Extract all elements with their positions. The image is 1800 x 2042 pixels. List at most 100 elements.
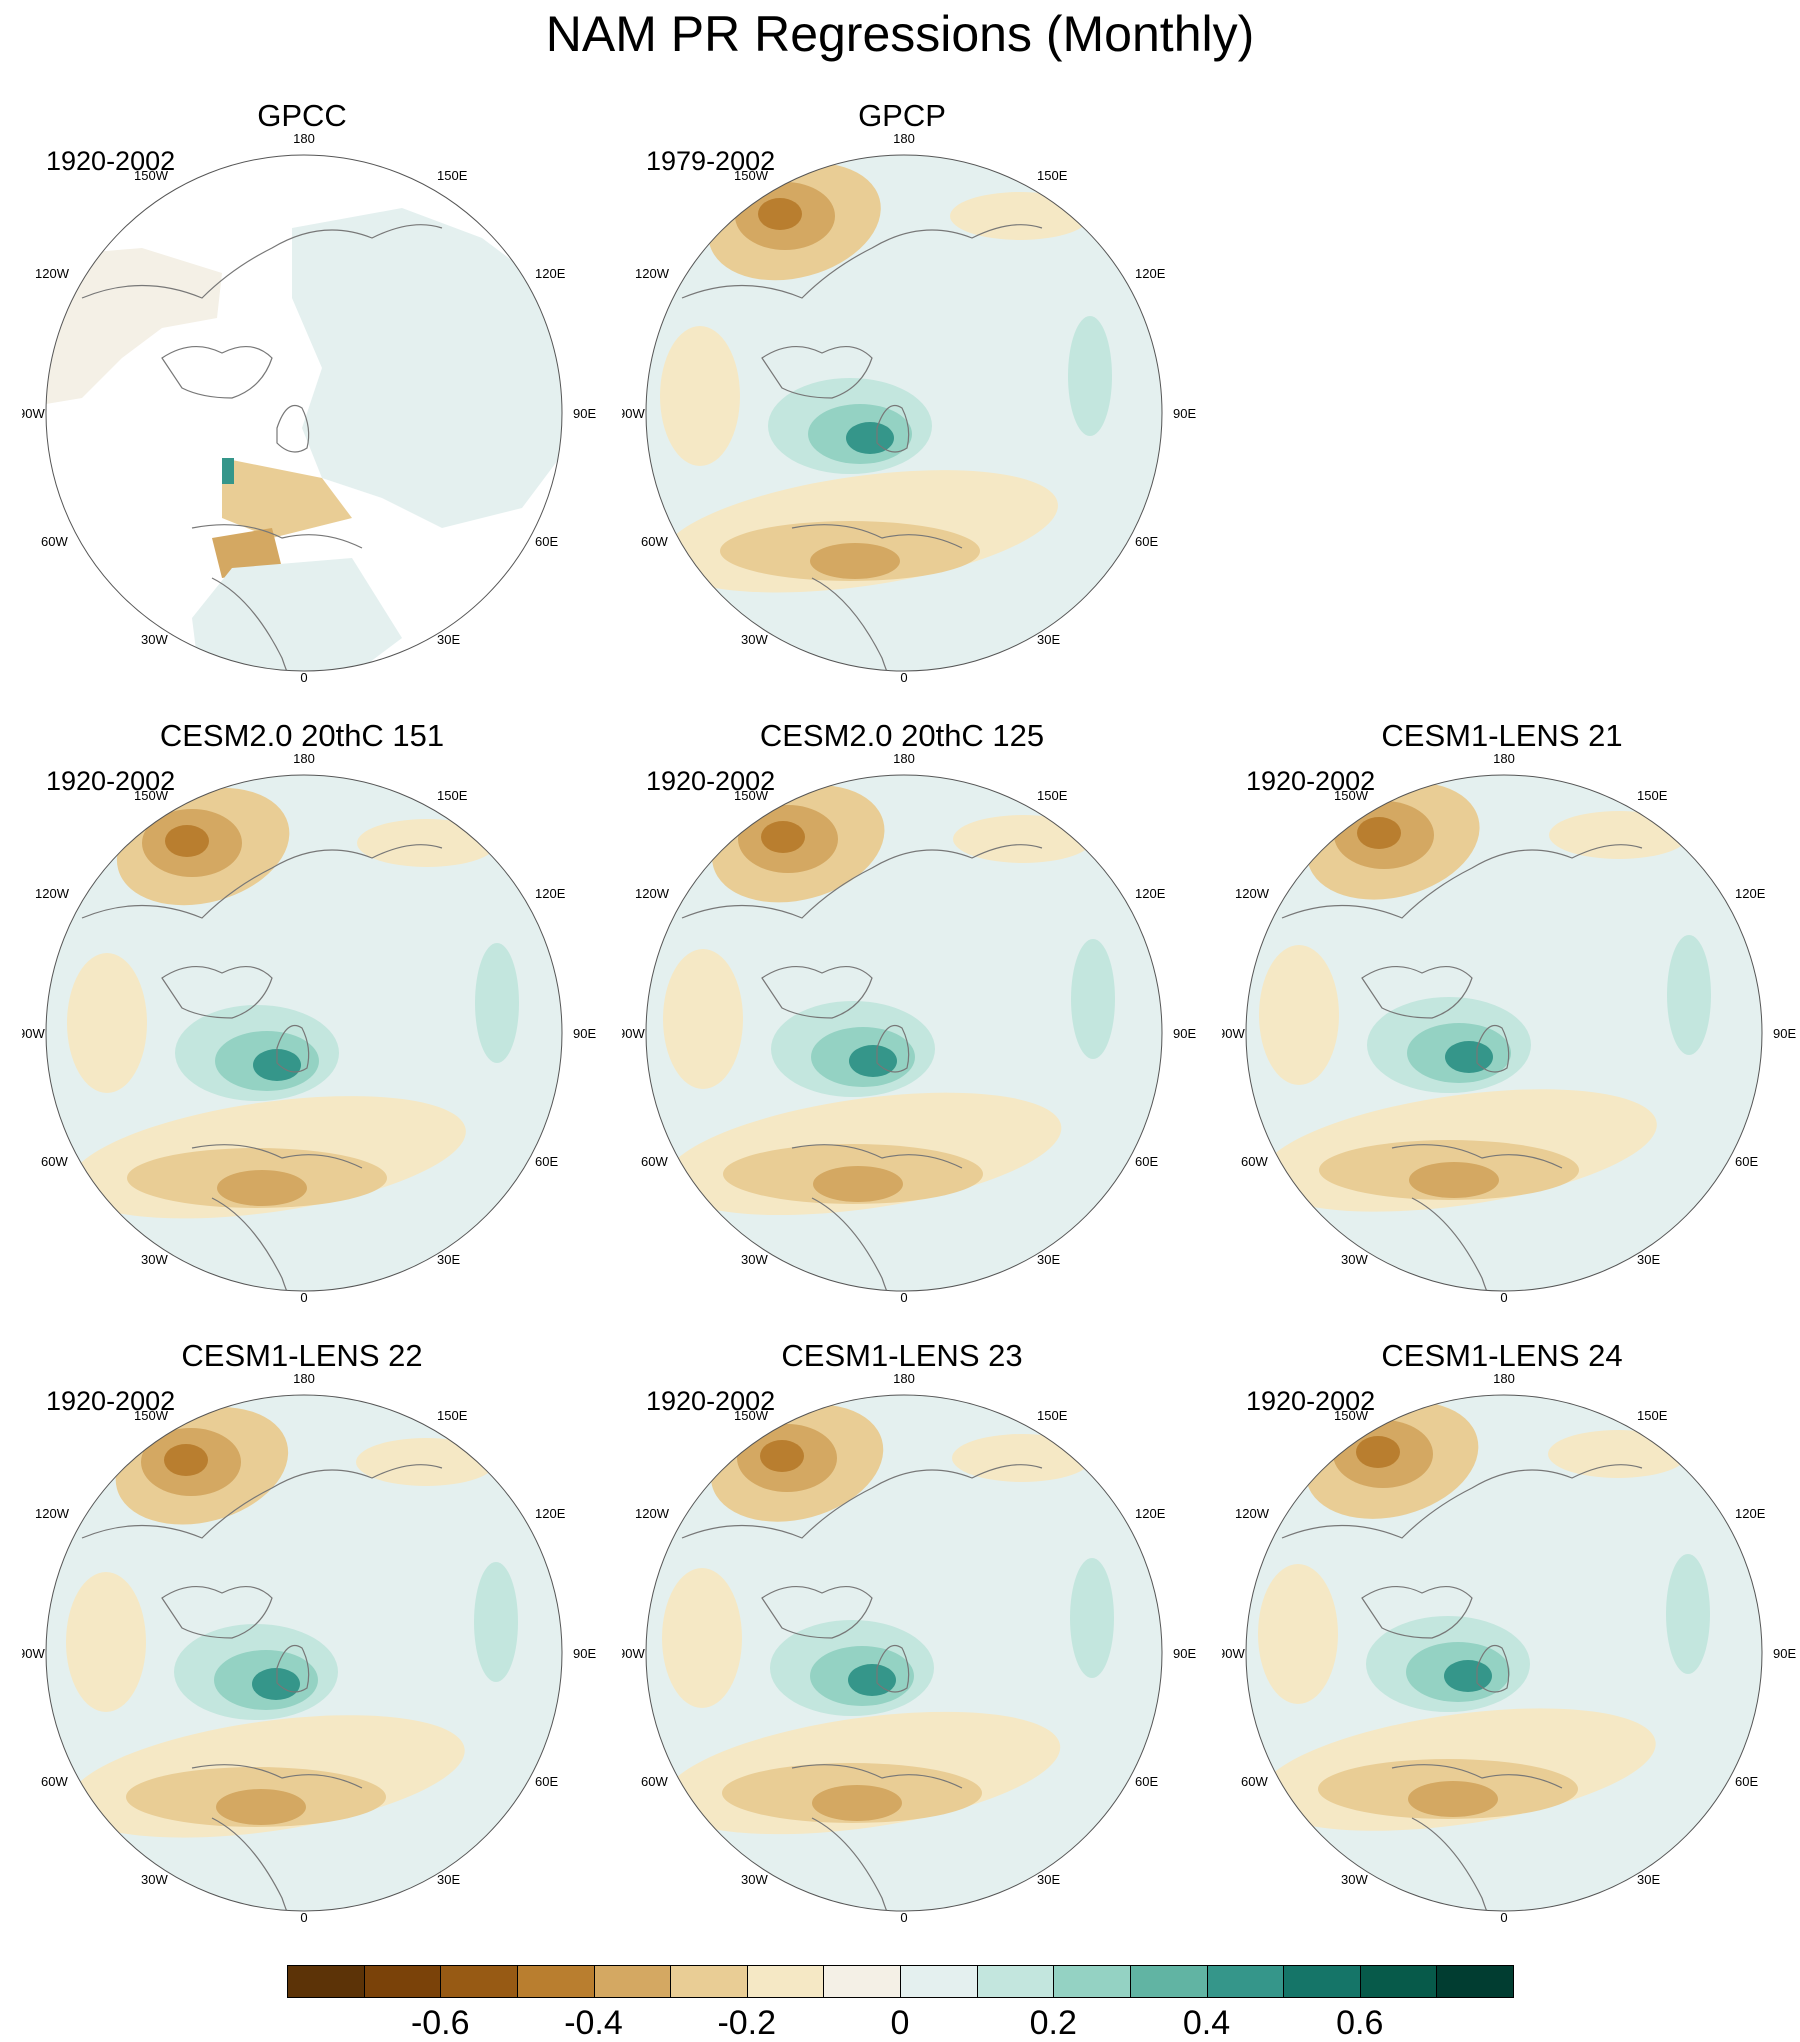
coastline bbox=[191, 1144, 363, 1169]
longitude-label: 0 bbox=[900, 1910, 907, 1925]
regression-contour bbox=[217, 1170, 307, 1206]
panel-period: 1979-2002 bbox=[646, 146, 776, 176]
polar-map: 180 0 90W 90E 150W 120W 150E 120E 60W 30W 60E 30E bbox=[1222, 751, 1796, 1305]
panel-title: GPCP bbox=[858, 98, 946, 133]
longitude-label: 120W bbox=[1235, 1506, 1270, 1521]
coastline bbox=[81, 844, 443, 919]
regression-contour bbox=[1071, 939, 1115, 1059]
colorbar-swatch bbox=[823, 1965, 901, 1998]
regression-contour bbox=[356, 1438, 496, 1486]
longitude-label: 90W bbox=[622, 1646, 645, 1661]
longitude-label: 0 bbox=[300, 1290, 307, 1305]
regression-contour bbox=[1070, 1558, 1114, 1678]
map-boundary bbox=[45, 154, 563, 672]
coastline bbox=[876, 1644, 910, 1693]
longitude-label: 150W bbox=[134, 1408, 169, 1423]
longitude-label: 180 bbox=[293, 1371, 315, 1386]
longitude-label: 60E bbox=[1135, 1154, 1158, 1169]
longitude-label: 90E bbox=[1773, 1026, 1796, 1041]
longitude-label: 120E bbox=[1135, 266, 1166, 281]
coastline bbox=[681, 1464, 1043, 1539]
longitude-label: 60E bbox=[535, 1774, 558, 1789]
longitude-label: 30E bbox=[437, 1872, 460, 1887]
coastline bbox=[276, 1644, 310, 1693]
regression-contour bbox=[810, 543, 900, 579]
colorbar-tick-label: 0.4 bbox=[1182, 2004, 1231, 2042]
map-boundary bbox=[1245, 774, 1763, 1292]
longitude-label: 150E bbox=[1637, 788, 1668, 803]
coastline bbox=[1281, 1464, 1643, 1539]
coastline bbox=[811, 1197, 903, 1291]
colorbar-tick-label: -0.2 bbox=[717, 2004, 777, 2042]
panel-period: 1920-2002 bbox=[46, 146, 176, 176]
coastline bbox=[1476, 1024, 1510, 1073]
longitude-label: 180 bbox=[293, 751, 315, 766]
colorbar-swatch bbox=[440, 1965, 518, 1998]
coastline bbox=[191, 1764, 363, 1789]
figure-title: NAM PR Regressions (Monthly) bbox=[545, 6, 1255, 62]
longitude-label: 60E bbox=[1735, 1774, 1758, 1789]
panel-title: CESM1-LENS 23 bbox=[781, 1338, 1023, 1373]
polar-map: 180 0 90W 90E 150W 120W 150E 120E 60W 30W 60E 30E bbox=[1222, 1371, 1796, 1925]
longitude-label: 60E bbox=[535, 534, 558, 549]
coastline bbox=[161, 1585, 273, 1639]
coastline bbox=[1476, 1644, 1510, 1693]
coastline bbox=[161, 345, 273, 399]
longitude-label: 150E bbox=[1037, 168, 1068, 183]
longitude-label: 90E bbox=[1173, 1646, 1196, 1661]
longitude-label: 60E bbox=[1135, 1774, 1158, 1789]
panel-period: 1920-2002 bbox=[46, 766, 176, 796]
colorbar-tick-label: -0.6 bbox=[410, 2004, 470, 2042]
panel-period: 1920-2002 bbox=[1246, 766, 1376, 796]
regression-contour bbox=[357, 819, 497, 867]
longitude-label: 90E bbox=[1173, 1026, 1196, 1041]
coastline bbox=[811, 577, 903, 671]
longitude-label: 60W bbox=[1241, 1774, 1268, 1789]
longitude-label: 120W bbox=[1235, 886, 1270, 901]
colorbar-tick-label: -0.4 bbox=[564, 2004, 623, 2042]
longitude-label: 30W bbox=[741, 1252, 768, 1267]
coastline bbox=[876, 1024, 910, 1073]
longitude-label: 120W bbox=[35, 266, 70, 281]
coastline bbox=[1361, 965, 1473, 1019]
coastline bbox=[276, 1024, 310, 1073]
regression-contour bbox=[1068, 316, 1112, 436]
longitude-label: 150W bbox=[734, 1408, 769, 1423]
regression-contour bbox=[1408, 1781, 1498, 1817]
longitude-label: 150E bbox=[1037, 788, 1068, 803]
coastline bbox=[681, 224, 1043, 299]
longitude-label: 150E bbox=[1637, 1408, 1668, 1423]
longitude-label: 60E bbox=[535, 1154, 558, 1169]
colorbar-swatch bbox=[363, 1965, 442, 1998]
land-data-region bbox=[292, 208, 562, 528]
coastline bbox=[761, 345, 873, 399]
longitude-label: 120W bbox=[635, 886, 670, 901]
regression-contour bbox=[1259, 945, 1339, 1085]
coastline bbox=[211, 1197, 303, 1291]
longitude-label: 150W bbox=[734, 788, 769, 803]
colorbar-swatch bbox=[1129, 1965, 1208, 1998]
coastline bbox=[81, 1464, 443, 1539]
longitude-label: 90W bbox=[622, 1026, 645, 1041]
coastline bbox=[161, 965, 273, 1019]
longitude-label: 180 bbox=[893, 131, 915, 146]
panel-title: CESM1-LENS 22 bbox=[181, 1338, 423, 1373]
regression-contour bbox=[1549, 811, 1689, 859]
colorbar-swatch bbox=[900, 1965, 978, 1998]
coastline bbox=[681, 844, 1043, 919]
longitude-label: 90E bbox=[1773, 1646, 1796, 1661]
regression-contour bbox=[253, 1049, 301, 1081]
longitude-label: 30W bbox=[141, 1872, 168, 1887]
longitude-label: 30E bbox=[437, 1252, 460, 1267]
longitude-label: 90W bbox=[1222, 1646, 1245, 1661]
longitude-label: 60W bbox=[641, 534, 668, 549]
longitude-label: 180 bbox=[293, 131, 315, 146]
map-panel: CESM2.0 20thC 125180090W90E150W120W150E1… bbox=[622, 718, 1202, 1318]
regression-contour bbox=[812, 1785, 902, 1821]
regression-contour bbox=[761, 821, 805, 853]
colorbar-swatch bbox=[746, 1965, 825, 1998]
longitude-label: 30W bbox=[741, 1872, 768, 1887]
panel-period: 1920-2002 bbox=[646, 766, 776, 796]
